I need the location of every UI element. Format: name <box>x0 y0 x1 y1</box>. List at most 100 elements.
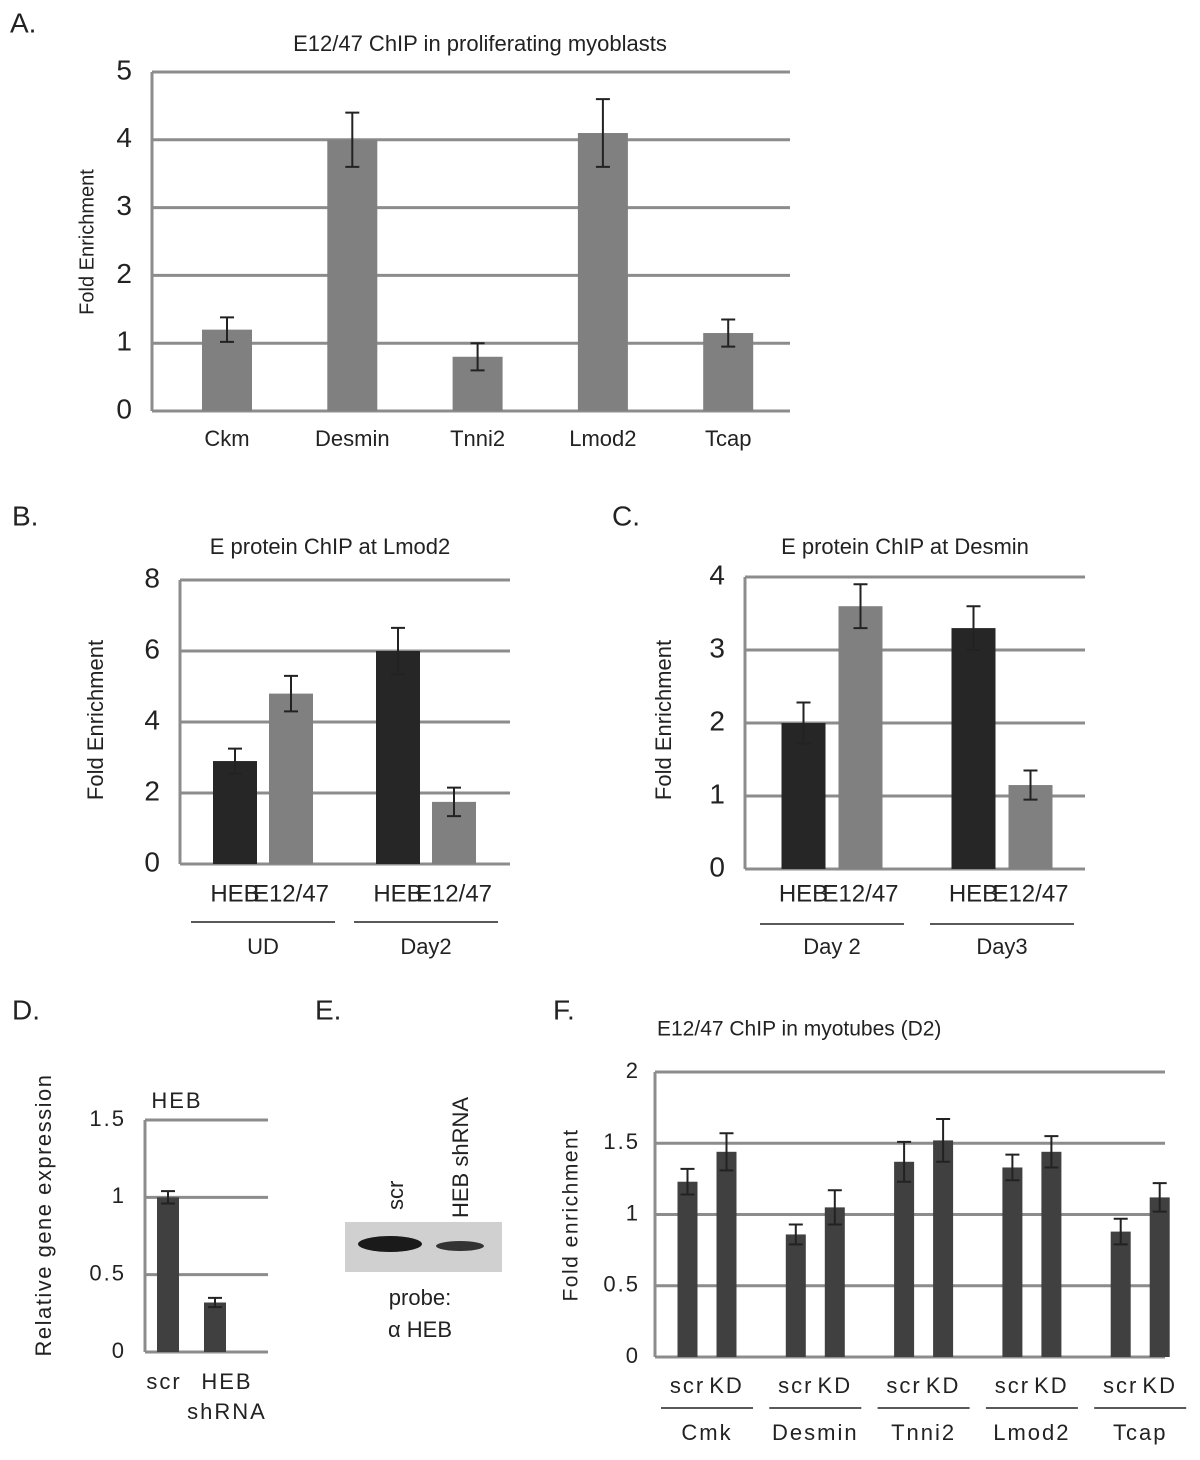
series-label: HEB <box>779 880 828 907</box>
bar <box>269 693 313 864</box>
y-tick-label: 1 <box>626 1200 640 1225</box>
error-bar <box>595 98 610 168</box>
error-bar <box>853 583 868 630</box>
y-tick-label: 4 <box>116 122 132 153</box>
bar <box>1002 1167 1023 1357</box>
group-label: Day3 <box>976 934 1027 959</box>
panel-letter: B. <box>12 500 38 531</box>
group-label: Desmin <box>772 1420 859 1445</box>
bar <box>785 1234 806 1357</box>
y-tick-label: 2 <box>626 1058 640 1083</box>
group-label: Cmk <box>681 1420 732 1445</box>
probe-label: α HEB <box>388 1317 452 1342</box>
y-tick-label: 0 <box>709 851 725 882</box>
x-tick-label: Tnni2 <box>450 426 505 451</box>
y-tick-label: 0 <box>144 846 160 877</box>
bar <box>157 1197 179 1352</box>
bar <box>824 1207 845 1357</box>
group-label: Day2 <box>400 934 451 959</box>
chart-title: E12/47 ChIP in myotubes (D2) <box>657 1018 941 1041</box>
bar <box>677 1181 698 1357</box>
error-bar <box>161 1190 175 1205</box>
probe-label: probe: <box>389 1285 451 1310</box>
lane-label: HEB shRNA <box>448 1097 473 1218</box>
bar <box>951 628 996 869</box>
x-tick-label: Ckm <box>204 426 249 451</box>
group-label: UD <box>247 934 279 959</box>
bar <box>933 1140 954 1357</box>
annotation: HEB <box>151 1088 202 1113</box>
series-label: scr <box>670 1373 705 1398</box>
y-tick-label: 2 <box>709 705 725 736</box>
error-bar <box>220 316 234 343</box>
group-label: Day 2 <box>803 934 860 959</box>
y-tick-label: 3 <box>116 190 132 221</box>
panel-letter: C. <box>612 500 640 531</box>
series-label: HEB <box>373 880 422 907</box>
error-bar <box>1113 1217 1128 1246</box>
bar <box>781 723 826 869</box>
error-bar <box>391 626 405 676</box>
series-label: scr <box>886 1373 921 1398</box>
series-label: E12/47 <box>253 880 329 907</box>
error-bar <box>1044 1135 1059 1169</box>
y-tick-label: 0 <box>112 1338 126 1363</box>
y-tick-label: 6 <box>144 633 160 664</box>
bar <box>838 606 883 869</box>
y-tick-label: 0.5 <box>89 1260 126 1285</box>
series-label: KD <box>1142 1373 1177 1398</box>
error-bar <box>827 1189 842 1226</box>
x-tick-label: scr <box>146 1369 182 1394</box>
series-label: E12/47 <box>416 880 492 907</box>
lane-label: scr <box>383 1181 408 1210</box>
y-axis-label: Relative gene expression <box>31 1073 56 1356</box>
bar <box>204 1302 226 1352</box>
series-label: HEB <box>949 880 998 907</box>
bar <box>213 761 257 864</box>
x-tick-label: HEB shRNA <box>187 1369 267 1424</box>
error-bar <box>721 318 736 348</box>
error-bar <box>897 1140 912 1183</box>
series-label: scr <box>995 1373 1030 1398</box>
y-tick-label: 0 <box>116 393 132 424</box>
error-bar <box>719 1132 734 1172</box>
y-tick-label: 2 <box>116 258 132 289</box>
group-label: Tcap <box>1113 1420 1167 1445</box>
x-tick-label: Tcap <box>705 426 751 451</box>
blot-band <box>436 1241 484 1251</box>
series-label: KD <box>709 1373 744 1398</box>
series-label: E12/47 <box>992 880 1068 907</box>
y-tick-label: 1 <box>112 1183 126 1208</box>
error-bar <box>788 1223 803 1246</box>
error-bar <box>966 605 981 651</box>
bar <box>1149 1197 1170 1357</box>
y-tick-label: 1 <box>709 778 725 809</box>
error-bar <box>228 747 242 775</box>
y-axis-label: Fold Enrichment <box>651 640 676 800</box>
series-label: KD <box>926 1373 961 1398</box>
panel-letter: F. <box>553 994 575 1025</box>
bar <box>1041 1151 1062 1357</box>
series-label: HEB <box>210 880 259 907</box>
y-axis-label: Fold enrichment <box>560 1128 583 1301</box>
error-bar <box>936 1118 951 1163</box>
series-label: KD <box>818 1373 853 1398</box>
bar <box>327 139 378 412</box>
bar <box>894 1161 915 1357</box>
y-tick-label: 3 <box>709 632 725 663</box>
error-bar <box>345 111 360 168</box>
error-bar <box>447 786 461 818</box>
y-tick-label: 0.5 <box>603 1272 640 1297</box>
y-tick-label: 0 <box>626 1343 640 1368</box>
bar <box>202 329 252 411</box>
y-tick-label: 5 <box>116 54 132 85</box>
chart-title: E12/47 ChIP in proliferating myoblasts <box>293 31 667 56</box>
series-label: scr <box>778 1373 813 1398</box>
panel-letter: A. <box>10 7 36 38</box>
bar <box>376 651 420 864</box>
error-bar <box>470 342 485 372</box>
y-tick-label: 1.5 <box>89 1106 126 1131</box>
y-tick-label: 2 <box>144 775 160 806</box>
